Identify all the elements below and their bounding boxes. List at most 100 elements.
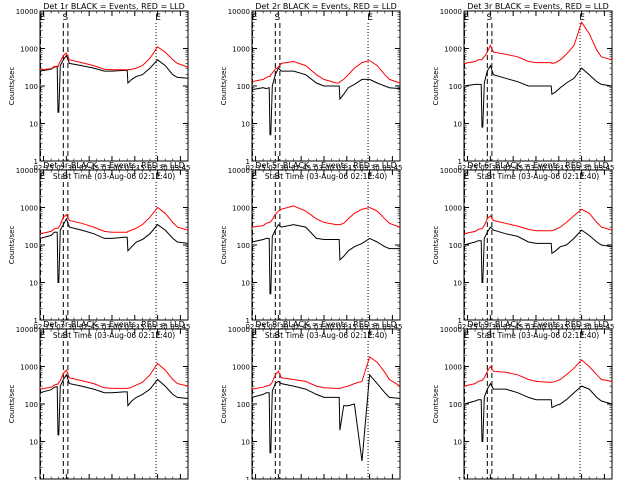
- x-tick-label: 03:00: [526, 164, 546, 172]
- y-axis-label: Counts/sec: [432, 226, 440, 265]
- y-tick-label: 1000: [232, 205, 250, 213]
- x-tick-label: 03:00: [102, 164, 122, 172]
- marker-label: E: [367, 331, 373, 341]
- panel-title: Det 1r BLACK = Events, RED = LLD: [43, 2, 185, 11]
- y-tick-label: 1000: [20, 205, 38, 213]
- x-tick-label: 03:30: [147, 323, 167, 331]
- panel-6: Det 6r BLACK = Events, RED = LLD11010010…: [432, 161, 614, 340]
- y-tick-label: 100: [449, 401, 462, 409]
- x-tick-label: 03:00: [314, 323, 334, 331]
- x-tick-label: 03:15: [337, 323, 357, 331]
- x-axis-label: Start Time (03-Aug-06 02:12:40): [265, 172, 387, 181]
- marker-label: E: [367, 172, 373, 182]
- y-axis-label: Counts/sec: [432, 385, 440, 424]
- plot-frame: [251, 328, 401, 480]
- lld-series-line: [39, 46, 189, 71]
- x-tick-label: 03:30: [571, 164, 591, 172]
- x-tick-label: 03:45: [594, 164, 614, 172]
- y-tick-label: 100: [25, 242, 38, 250]
- lld-series-line: [251, 205, 401, 228]
- y-tick-label: 1: [458, 158, 462, 166]
- x-tick-label: 03:00: [526, 323, 546, 331]
- marker-label: E: [155, 172, 161, 182]
- y-tick-label: 1000: [444, 364, 462, 372]
- marker-label: E: [155, 13, 161, 23]
- plot-frame: [463, 169, 613, 321]
- x-axis-label: Start Time (03-Aug-06 02:12:40): [53, 172, 175, 181]
- y-axis-label: Counts/sec: [8, 385, 16, 424]
- events-series-line: [463, 382, 613, 442]
- y-tick-label: 1000: [20, 364, 38, 372]
- x-tick-label: 02:45: [291, 164, 311, 172]
- panel-title: Det 7r BLACK = Events, RED = LLD: [43, 320, 185, 329]
- x-tick-label: 02:45: [291, 323, 311, 331]
- marker-label: E: [579, 13, 585, 23]
- x-tick-label: 02:30: [56, 164, 76, 172]
- panel-title: Det 9r BLACK = Events, RED = LLD: [467, 320, 609, 329]
- x-tick-label: 03:15: [125, 164, 145, 172]
- marker-label: E: [252, 13, 258, 23]
- x-tick-label: 02:15: [33, 323, 53, 331]
- panel-4: Det 4r BLACK = Events, RED = LLD 1 10 100 10…: [8, 161, 190, 340]
- y-tick-label: 1: [458, 317, 462, 325]
- y-tick-label: 100: [237, 83, 250, 91]
- panel-title: Det 5r BLACK = Events, RED = LLD: [255, 161, 397, 170]
- panel-title: Det 4r BLACK = Events, RED = LLD: [43, 161, 185, 170]
- panel-9: Det 9r BLACK = Events, RED = LLD11010010…: [432, 320, 613, 480]
- y-tick-label: 1: [246, 317, 250, 325]
- x-tick-label: 02:45: [79, 323, 99, 331]
- marker-label: E: [464, 172, 470, 182]
- marker-label: E: [464, 331, 470, 341]
- y-tick-label: 10: [29, 280, 38, 288]
- x-tick-label: 03:30: [571, 323, 591, 331]
- y-tick-label: 10: [29, 439, 38, 447]
- y-tick-label: 10000: [228, 167, 250, 175]
- events-series-line: [39, 373, 189, 436]
- x-tick-label: 02:45: [503, 323, 523, 331]
- x-tick-label: 02:15: [457, 323, 477, 331]
- panel-7: Det 7r BLACK = Events, RED = LLD11010010…: [8, 320, 189, 480]
- x-tick-label: 02:30: [480, 164, 500, 172]
- y-tick-label: 10: [29, 121, 38, 129]
- x-tick-label: 02:15: [457, 164, 477, 172]
- y-tick-label: 100: [237, 401, 250, 409]
- plot-frame: [39, 328, 189, 480]
- x-axis-label: Start Time (03-Aug-06 02:12:40): [477, 331, 599, 340]
- x-axis-label: Start Time (03-Aug-06 02:12:40): [477, 172, 599, 181]
- y-tick-label: 1000: [232, 364, 250, 372]
- x-axis-label: Start Time (03-Aug-06 02:12:40): [53, 331, 175, 340]
- marker-label: E: [579, 172, 585, 182]
- y-axis-label: Counts/sec: [432, 67, 440, 106]
- y-tick-label: 1: [34, 317, 38, 325]
- marker-label: E: [40, 331, 46, 341]
- y-tick-label: 1000: [444, 205, 462, 213]
- plot-frame: [39, 169, 189, 321]
- lld-series-line: [463, 208, 613, 235]
- marker-label: S: [274, 172, 280, 182]
- y-tick-label: 10000: [440, 326, 462, 334]
- marker-label: S: [62, 13, 68, 23]
- y-tick-label: 10000: [228, 326, 250, 334]
- plot-frame: [463, 328, 613, 480]
- y-tick-label: 10000: [228, 8, 250, 16]
- y-tick-label: 1000: [20, 46, 38, 54]
- y-tick-label: 100: [237, 242, 250, 250]
- y-tick-label: 1: [246, 476, 250, 480]
- marker-label: E: [464, 13, 470, 23]
- x-tick-label: 03:45: [594, 323, 614, 331]
- panel-5: Det 5r BLACK = Events, RED = LLD11010010…: [220, 161, 402, 340]
- x-tick-label: 03:30: [359, 323, 379, 331]
- panel-3: Det 3r BLACK = Events, RED = LLD 1 10 100 10…: [432, 2, 614, 181]
- y-tick-label: 1000: [232, 46, 250, 54]
- marker-label: S: [274, 331, 280, 341]
- panel-title: Det 2r BLACK = Events, RED = LLD: [255, 2, 397, 11]
- x-tick-label: 02:30: [268, 164, 288, 172]
- x-tick-label: 02:30: [56, 323, 76, 331]
- marker-label: S: [62, 172, 68, 182]
- y-tick-label: 10: [453, 280, 462, 288]
- y-tick-label: 10: [241, 439, 250, 447]
- x-tick-label: 03:00: [314, 164, 334, 172]
- events-series-line: [463, 226, 613, 283]
- y-tick-label: 1: [458, 476, 462, 480]
